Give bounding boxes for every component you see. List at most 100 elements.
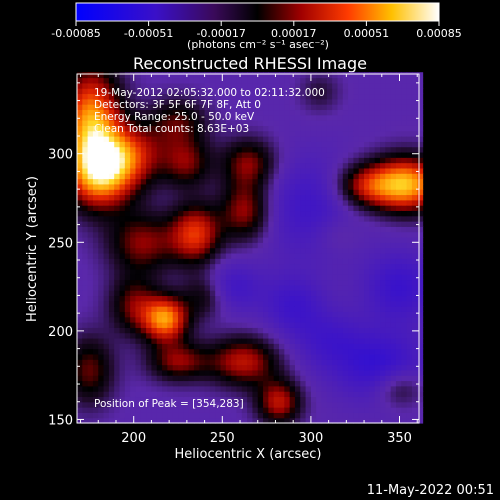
- heatmap-cell: [305, 290, 312, 297]
- heatmap-cell: [183, 221, 190, 227]
- heatmap-cell: [225, 226, 232, 233]
- heatmap-cell: [225, 151, 232, 158]
- heatmap-cell: [108, 359, 115, 366]
- heatmap-cell: [321, 290, 328, 297]
- heatmap-cell: [284, 391, 291, 398]
- heatmap-cell: [257, 375, 264, 382]
- heatmap-cell: [406, 263, 413, 270]
- heatmap-cell: [162, 311, 168, 318]
- heatmap-cell: [167, 162, 174, 169]
- heatmap-cell: [401, 82, 408, 89]
- heatmap-cell: [220, 263, 227, 270]
- heatmap-cell: [300, 162, 307, 169]
- heatmap-cell: [193, 268, 200, 275]
- heatmap-cell: [183, 252, 190, 259]
- heatmap-cell: [263, 189, 269, 196]
- heatmap-cell: [364, 189, 370, 196]
- heatmap-cell: [401, 157, 408, 164]
- heatmap-cell: [310, 284, 317, 291]
- heatmap-cell: [342, 221, 349, 227]
- heatmap-cell: [140, 417, 147, 424]
- heatmap-cell: [119, 183, 126, 190]
- heatmap-cell: [263, 151, 269, 158]
- heatmap-cell: [82, 359, 89, 366]
- heatmap-cell: [146, 205, 153, 212]
- heatmap-cell: [279, 359, 285, 366]
- heatmap-cell: [108, 332, 115, 339]
- heatmap-cell: [289, 98, 296, 105]
- heatmap-cell: [300, 136, 307, 142]
- heatmap-cell: [417, 391, 424, 398]
- heatmap-cell: [390, 205, 397, 212]
- heatmap-cell: [209, 306, 216, 312]
- heatmap-cell: [151, 114, 158, 121]
- heatmap-cell: [369, 396, 376, 403]
- heatmap-cell: [87, 242, 94, 249]
- heatmap-cell: [263, 279, 269, 286]
- heatmap-cell: [273, 353, 280, 360]
- heatmap-cell: [321, 221, 328, 227]
- heatmap-cell: [364, 205, 370, 212]
- heatmap-cell: [390, 221, 397, 227]
- heatmap-cell: [140, 125, 147, 132]
- heatmap-cell: [215, 178, 222, 185]
- heatmap-cell: [369, 375, 376, 382]
- heatmap-cell: [108, 306, 115, 312]
- heatmap-cell: [268, 375, 275, 382]
- heatmap-cell: [204, 252, 211, 259]
- heatmap-cell: [294, 311, 301, 318]
- heatmap-cell: [380, 221, 386, 227]
- heatmap-cell: [82, 295, 89, 302]
- heatmap-cell: [390, 167, 397, 174]
- heatmap-cell: [231, 130, 238, 137]
- heatmap-cell: [236, 348, 243, 355]
- heatmap-cell: [263, 348, 269, 355]
- heatmap-cell: [82, 88, 89, 95]
- heatmap-cell: [300, 120, 307, 126]
- heatmap-cell: [188, 391, 195, 398]
- heatmap-cell: [369, 268, 376, 275]
- heatmap-cell: [236, 284, 243, 291]
- heatmap-cell: [140, 136, 147, 142]
- heatmap-cell: [188, 396, 195, 403]
- heatmap-cell: [172, 189, 179, 196]
- heatmap-cell: [146, 391, 153, 398]
- heatmap-cell: [167, 311, 174, 318]
- heatmap-cell: [348, 258, 355, 265]
- heatmap-cell: [172, 380, 179, 387]
- heatmap-cell: [199, 199, 206, 206]
- heatmap-cell: [114, 151, 121, 158]
- heatmap-cell: [316, 290, 323, 297]
- heatmap-cell: [209, 146, 216, 153]
- heatmap-cell: [385, 412, 392, 419]
- heatmap-cell: [263, 72, 269, 79]
- heatmap-cell: [140, 109, 147, 116]
- heatmap-cell: [119, 375, 126, 382]
- heatmap-cell: [172, 236, 179, 243]
- heatmap-cell: [321, 173, 328, 180]
- heatmap-cell: [417, 385, 424, 392]
- heatmap-cell: [268, 114, 275, 121]
- heatmap-cell: [353, 274, 360, 281]
- heatmap-cell: [284, 125, 291, 132]
- heatmap-cell: [204, 401, 211, 408]
- heatmap-cell: [199, 268, 206, 275]
- heatmap-cell: [183, 401, 190, 408]
- heatmap-cell: [92, 375, 99, 382]
- heatmap-cell: [204, 332, 211, 339]
- heatmap-cell: [268, 183, 275, 190]
- heatmap-cell: [252, 72, 259, 79]
- heatmap-cell: [411, 215, 418, 222]
- heatmap-cell: [188, 210, 195, 217]
- heatmap-cell: [119, 77, 126, 84]
- heatmap-cell: [380, 279, 386, 286]
- heatmap-cell: [257, 77, 264, 84]
- heatmap-cell: [395, 221, 402, 227]
- heatmap-cell: [225, 348, 232, 355]
- heatmap-cell: [114, 189, 121, 196]
- heatmap-cell: [162, 359, 168, 366]
- heatmap-cell: [310, 210, 317, 217]
- heatmap-cell: [273, 109, 280, 116]
- heatmap-cell: [188, 375, 195, 382]
- heatmap-cell: [326, 157, 333, 164]
